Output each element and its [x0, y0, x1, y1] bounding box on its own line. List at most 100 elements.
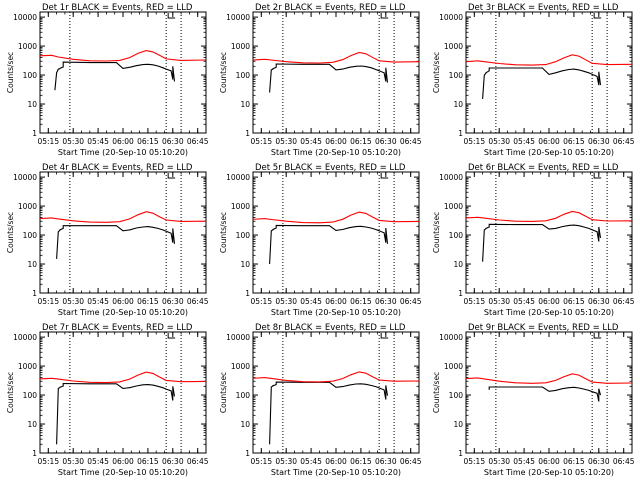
- x-tick-label: 06:45: [187, 137, 209, 146]
- y-tick-label: 1: [32, 129, 37, 138]
- y-tick-label: 1000: [231, 42, 250, 51]
- x-tick-label: 05:45: [300, 457, 322, 466]
- x-tick-label: 06:30: [162, 137, 184, 146]
- panel-title: Det 9r BLACK = Events, RED = LLD: [468, 323, 619, 333]
- x-tick-label: 06:45: [613, 457, 635, 466]
- lld-series-line: [252, 211, 420, 224]
- x-tick-label: 05:30: [275, 297, 297, 306]
- x-axis-label: Start Time (20-Sep-10 05:10:20): [271, 468, 401, 477]
- y-tick-label: 10: [27, 420, 37, 429]
- y-tick-label: 10000: [226, 173, 250, 182]
- events-series-line: [269, 381, 389, 445]
- x-tick-label: 05:15: [250, 297, 272, 306]
- interval-marker: [593, 333, 602, 339]
- events-series-line: [56, 382, 176, 445]
- y-tick-label: 100: [236, 71, 251, 80]
- x-tick-label: 05:45: [513, 297, 535, 306]
- x-tick-label: 06:15: [563, 457, 585, 466]
- panel-title: Det 4r BLACK = Events, RED = LLD: [42, 163, 193, 173]
- y-axis-label: Counts/sec: [432, 372, 441, 413]
- detector-panel: Det 1r BLACK = Events, RED = LLD 1 10 100 10…: [6, 3, 209, 157]
- x-axis-label: Start Time (20-Sep-10 05:10:20): [271, 148, 401, 157]
- x-tick-label: 06:15: [137, 297, 159, 306]
- interval-marker: [167, 13, 176, 19]
- lld-series-line: [252, 51, 420, 64]
- panel-title: Det 8r BLACK = Events, RED = LLD: [255, 323, 406, 333]
- y-tick-label: 1: [458, 449, 463, 458]
- lld-series-line: [465, 210, 633, 222]
- lld-series-line: [252, 371, 420, 383]
- y-tick-label: 1: [458, 289, 463, 298]
- y-tick-label: 1: [245, 129, 250, 138]
- x-axis-label: Start Time (20-Sep-10 05:10:20): [58, 308, 188, 317]
- interval-marker: [593, 173, 602, 179]
- x-tick-label: 06:30: [162, 457, 184, 466]
- x-tick-label: 06:45: [613, 297, 635, 306]
- y-tick-label: 1000: [18, 42, 37, 51]
- y-tick-label: 1000: [18, 202, 37, 211]
- x-tick-label: 05:30: [488, 297, 510, 306]
- lld-series-line: [39, 211, 207, 223]
- y-tick-label: 1000: [444, 42, 463, 51]
- y-tick-label: 10000: [13, 333, 37, 342]
- panel-title: Det 1r BLACK = Events, RED = LLD: [42, 3, 193, 13]
- x-tick-label: 06:00: [112, 137, 134, 146]
- detector-panel: Det 5r BLACK = Events, RED = LLD 1 10 100 10…: [219, 163, 422, 317]
- y-axis-label: Counts/sec: [6, 212, 15, 253]
- events-series-line: [488, 386, 602, 402]
- x-tick-label: 05:30: [275, 457, 297, 466]
- x-tick-label: 06:30: [588, 137, 610, 146]
- x-tick-label: 06:00: [112, 297, 134, 306]
- y-axis-label: Counts/sec: [219, 212, 228, 253]
- y-tick-label: 1: [32, 449, 37, 458]
- x-tick-label: 05:15: [37, 457, 59, 466]
- x-tick-label: 06:45: [613, 137, 635, 146]
- x-tick-label: 05:45: [300, 137, 322, 146]
- x-tick-label: 05:45: [87, 297, 109, 306]
- x-tick-label: 06:45: [400, 457, 422, 466]
- detector-panel: Det 6r BLACK = Events, RED = LLD 1 10 100 10…: [432, 163, 635, 317]
- y-tick-label: 10: [453, 260, 463, 269]
- detector-panel: Det 7r BLACK = Events, RED = LLD 1 10 100 10…: [6, 323, 209, 477]
- x-tick-label: 06:45: [187, 297, 209, 306]
- x-axis-label: Start Time (20-Sep-10 05:10:20): [58, 468, 188, 477]
- y-tick-label: 1: [245, 289, 250, 298]
- y-tick-label: 100: [449, 71, 464, 80]
- interval-marker: [167, 173, 176, 179]
- x-tick-label: 05:30: [488, 137, 510, 146]
- x-tick-label: 06:45: [187, 457, 209, 466]
- detector-panel: Det 8r BLACK = Events, RED = LLD 1 10 100 10…: [219, 323, 422, 477]
- panel-title: Det 2r BLACK = Events, RED = LLD: [255, 3, 406, 13]
- x-tick-label: 05:30: [275, 137, 297, 146]
- x-tick-label: 06:30: [375, 457, 397, 466]
- x-axis-label: Start Time (20-Sep-10 05:10:20): [271, 308, 401, 317]
- x-axis-label: Start Time (20-Sep-10 05:10:20): [58, 148, 188, 157]
- x-tick-label: 05:30: [62, 297, 84, 306]
- x-tick-label: 06:15: [350, 297, 372, 306]
- y-axis-label: Counts/sec: [6, 52, 15, 93]
- x-tick-label: 06:00: [538, 137, 560, 146]
- x-tick-label: 06:00: [538, 297, 560, 306]
- x-tick-label: 06:30: [588, 457, 610, 466]
- y-tick-label: 1000: [444, 202, 463, 211]
- lld-series-line: [39, 50, 207, 62]
- detector-panel: Det 9r BLACK = Events, RED = LLD 1 10 100 10…: [432, 323, 635, 477]
- interval-marker: [167, 333, 176, 339]
- y-tick-label: 10: [240, 260, 250, 269]
- events-series-line: [56, 225, 176, 259]
- x-tick-label: 05:15: [463, 137, 485, 146]
- lld-series-line: [39, 371, 207, 384]
- x-tick-label: 06:30: [375, 137, 397, 146]
- panel-title: Det 6r BLACK = Events, RED = LLD: [468, 163, 619, 173]
- interval-marker: [380, 333, 389, 339]
- y-tick-label: 10: [240, 100, 250, 109]
- events-series-line: [269, 224, 389, 265]
- x-tick-label: 06:15: [350, 457, 372, 466]
- x-tick-label: 05:15: [463, 297, 485, 306]
- y-tick-label: 1000: [18, 362, 37, 371]
- lld-series-line: [465, 54, 633, 66]
- y-axis-label: Counts/sec: [432, 212, 441, 253]
- events-series-line: [482, 67, 602, 99]
- lld-series-line: [465, 373, 633, 384]
